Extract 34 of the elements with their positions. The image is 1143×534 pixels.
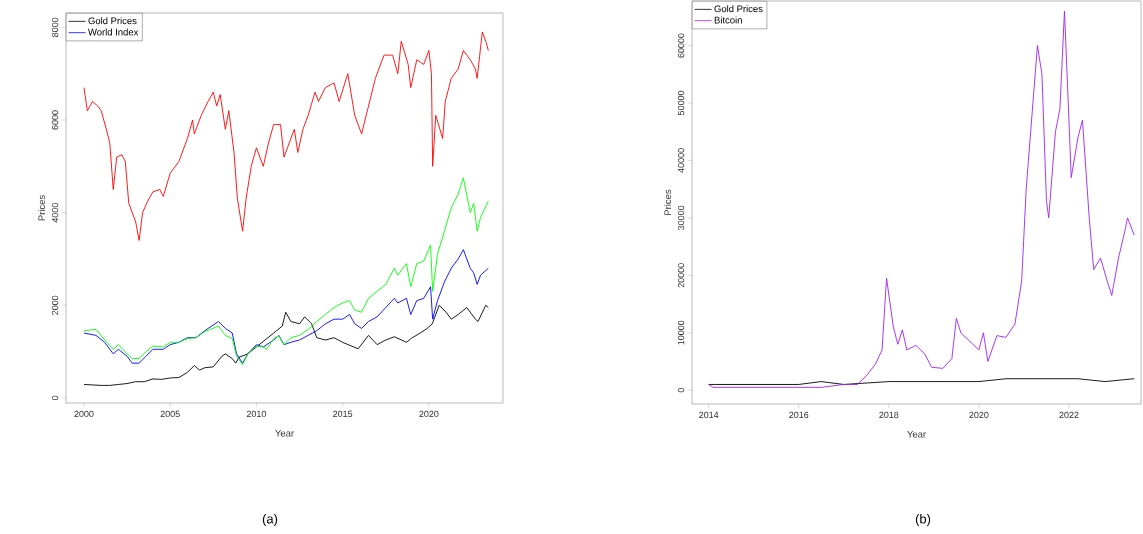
y-tick-label: 50000 <box>677 90 685 116</box>
y-tick-label: 4000 <box>51 203 59 223</box>
x-tick-label: 2020 <box>419 410 439 418</box>
y-axis-title: Prices <box>38 195 46 221</box>
y-tick-label: 20000 <box>677 263 685 288</box>
y-tick-label: 2000 <box>51 295 59 315</box>
x-tick-label: 2016 <box>789 411 809 419</box>
legend-label: Gold Prices <box>714 5 763 13</box>
text: (a) <box>262 513 278 527</box>
x-tick-label: 2022 <box>1059 411 1079 419</box>
x-axis-title: Year <box>907 430 926 438</box>
x-tick-label: 2015 <box>333 410 353 418</box>
text: (b) <box>915 513 931 527</box>
x-tick-label: 2018 <box>879 411 899 419</box>
x-tick-label: 2005 <box>160 410 180 418</box>
x-axis-title: Year <box>275 429 294 437</box>
y-tick-label: 10000 <box>677 320 685 345</box>
y-tick-label: 6000 <box>51 110 59 130</box>
x-tick-label: 2000 <box>74 410 94 418</box>
x-tick-label: 2010 <box>246 410 267 418</box>
legend-label: World Index <box>88 28 139 36</box>
line-series <box>83 304 489 386</box>
legend-label: Gold Prices <box>88 17 137 25</box>
y-tick-label: 30000 <box>677 205 685 230</box>
y-tick-label: 0 <box>677 388 685 393</box>
x-tick-label: 2020 <box>969 411 989 419</box>
y-axis-title: Prices <box>664 189 672 215</box>
y-tick-label: 40000 <box>677 148 685 173</box>
line-series <box>83 249 489 364</box>
y-tick-label: 60000 <box>677 33 685 58</box>
legend-label: Bitcoin <box>714 16 742 24</box>
y-tick-label: 8000 <box>51 17 59 37</box>
x-tick-label: 2014 <box>699 411 719 419</box>
y-tick-label: 0 <box>51 395 59 401</box>
